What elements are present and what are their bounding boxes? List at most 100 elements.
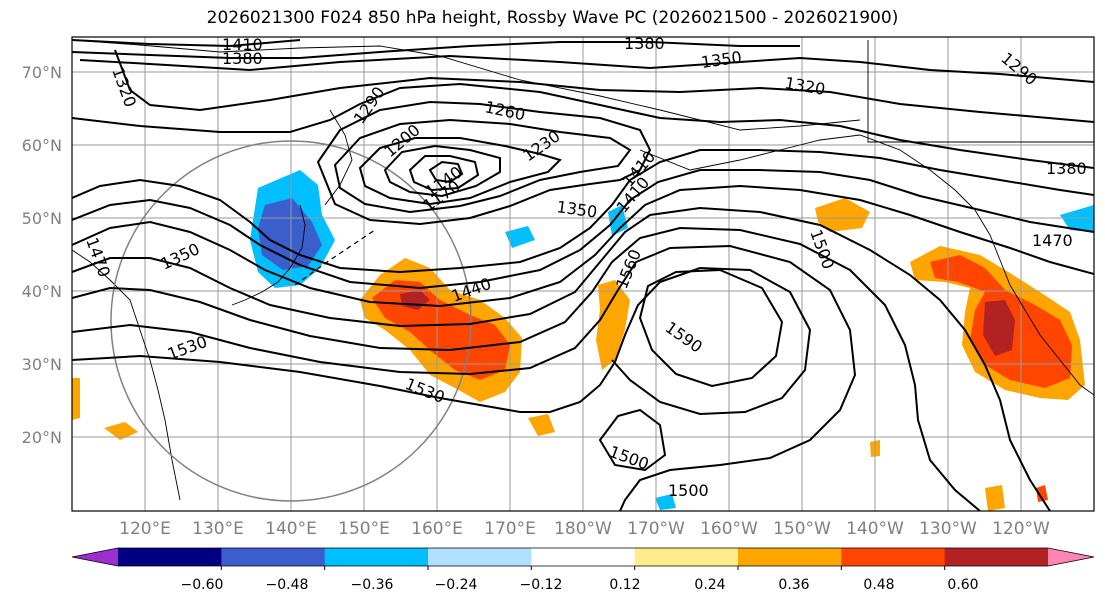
- colorbar-tick-label: −0.60: [181, 577, 224, 593]
- contour-label: 1290: [997, 49, 1040, 90]
- coastline-japan: [231, 204, 306, 306]
- map-frame: [71, 36, 1095, 512]
- coastline-asia: [72, 249, 181, 501]
- contour-label: 1320: [783, 73, 826, 99]
- lon-label: 160°E: [411, 519, 463, 539]
- colorbar-swatch: [221, 548, 326, 566]
- lat-label-70n: 70°N: [22, 63, 62, 82]
- contour-label: 1500: [668, 481, 709, 500]
- map-plot-area: 1410 1380 1320 1380 1350 1320 1290 1290 …: [72, 34, 1094, 511]
- map-title: 2026021300 F024 850 hPa height, Rossby W…: [206, 8, 899, 28]
- coastline-alaska: [639, 134, 976, 211]
- lon-label: 180°W: [554, 519, 612, 539]
- contour-1350-north: [79, 54, 1094, 83]
- contour-1230: [333, 118, 632, 214]
- colorbar-tick-label: −0.12: [520, 577, 563, 593]
- contour-label: 1200: [380, 120, 423, 161]
- contour-1380-north: [72, 41, 800, 59]
- positive-anomaly-small-4: [985, 485, 1005, 511]
- contour-label: 1290: [350, 83, 389, 127]
- colorbar-swatch: [324, 548, 429, 566]
- lat-label-40n: 40°N: [22, 282, 62, 301]
- contour-label: 1410: [222, 35, 263, 54]
- lat-label-30n: 30°N: [22, 355, 62, 374]
- contour-1410-west: [72, 184, 1094, 308]
- contour-label: 1350: [158, 239, 203, 273]
- positive-anomaly-small-2: [72, 378, 80, 420]
- negative-anomaly-small-2: [608, 205, 628, 236]
- region-circle: [110, 140, 472, 502]
- coastline-canada: [867, 40, 1094, 143]
- latitude-labels: 70°N 60°N 50°N 40°N 30°N 20°N: [22, 63, 62, 447]
- contour-1500: [72, 244, 857, 511]
- contour-1440: [72, 206, 1051, 511]
- longitude-labels: 120°E 130°E 140°E 150°E 160°E 170°E 180°…: [119, 519, 1050, 539]
- contour-label: 1470: [82, 235, 114, 280]
- contour-1170: [383, 144, 501, 198]
- contour-label: 1380: [624, 34, 665, 53]
- colorbar-extend-high: [1048, 548, 1094, 566]
- lon-label: 140°W: [846, 519, 904, 539]
- lon-label: 130°W: [919, 519, 977, 539]
- coastline-kamchatka: [324, 109, 353, 206]
- contour-1200: [358, 137, 562, 206]
- colorbar-tick-label: −0.48: [266, 577, 309, 593]
- positive-anomaly-small-1: [104, 422, 138, 440]
- contour-1350-west: [72, 149, 1094, 274]
- contour-1500-south: [598, 408, 667, 472]
- colorbar-tick-label: −0.24: [435, 577, 478, 593]
- lon-label: 160°W: [700, 519, 758, 539]
- height-contours: [72, 39, 1094, 511]
- contour-label: 1500: [607, 442, 652, 474]
- colorbar: [71, 547, 1095, 570]
- lon-label: 130°E: [192, 519, 244, 539]
- negative-anomaly-small-1: [505, 226, 535, 248]
- positive-anomaly-small-5: [1036, 485, 1048, 502]
- colorbar-swatch: [428, 548, 532, 566]
- contour-1560: [638, 268, 784, 388]
- contour-label: 1350: [700, 47, 743, 71]
- lon-label: 120°W: [992, 519, 1050, 539]
- lon-label: 170°E: [484, 519, 536, 539]
- colorbar-tick-label: 0.24: [694, 577, 725, 593]
- contour-label: 1560: [612, 247, 645, 292]
- contour-1320-north: [114, 49, 1094, 123]
- colorbar-tick-label: 0.48: [863, 577, 894, 593]
- lat-label-50n: 50°N: [22, 209, 62, 228]
- coastline-arctic: [72, 39, 861, 131]
- lon-label: 170°W: [627, 519, 685, 539]
- contour-1470: [72, 226, 981, 511]
- colorbar-swatch: [944, 548, 1049, 566]
- contour-labels: 1410 1380 1320 1380 1350 1320 1290 1290 …: [82, 34, 1087, 500]
- colorbar-tick-label: 0.36: [778, 577, 809, 593]
- lat-label-20n: 20°N: [22, 428, 62, 447]
- contour-label: 1590: [662, 318, 706, 357]
- contour-1530: [72, 266, 812, 416]
- colorbar-tick-label: 0.60: [947, 577, 978, 593]
- colorbar-tick-label: −0.36: [351, 577, 394, 593]
- colorbar-tick-label: 0.12: [609, 577, 640, 593]
- colorbar-swatch: [841, 548, 946, 566]
- lat-label-60n: 60°N: [22, 136, 62, 155]
- contour-1260: [316, 100, 652, 226]
- colorbar-swatch: [738, 548, 842, 566]
- contour-label: 1260: [483, 97, 527, 124]
- colorbar-swatch: [118, 548, 222, 566]
- negative-anomaly-small-4: [655, 494, 676, 510]
- lon-label: 150°E: [338, 519, 390, 539]
- lon-label: 120°E: [119, 519, 171, 539]
- positive-anomaly-small-3: [528, 414, 555, 436]
- contour-1410-north: [72, 39, 301, 48]
- colorbar-swatch: [531, 548, 636, 566]
- positive-anomaly-westcoast-peak: [983, 300, 1015, 356]
- colorbar-swatch: [634, 548, 739, 566]
- contour-1140: [408, 155, 480, 192]
- lon-label: 150°W: [773, 519, 831, 539]
- contour-label: 1380: [1046, 159, 1087, 178]
- contour-1290: [72, 82, 1094, 169]
- positive-anomaly-dateline: [596, 280, 630, 370]
- positive-anomaly-gulf: [815, 198, 870, 232]
- contour-core: [428, 160, 464, 184]
- contour-1380-west: [72, 169, 1094, 290]
